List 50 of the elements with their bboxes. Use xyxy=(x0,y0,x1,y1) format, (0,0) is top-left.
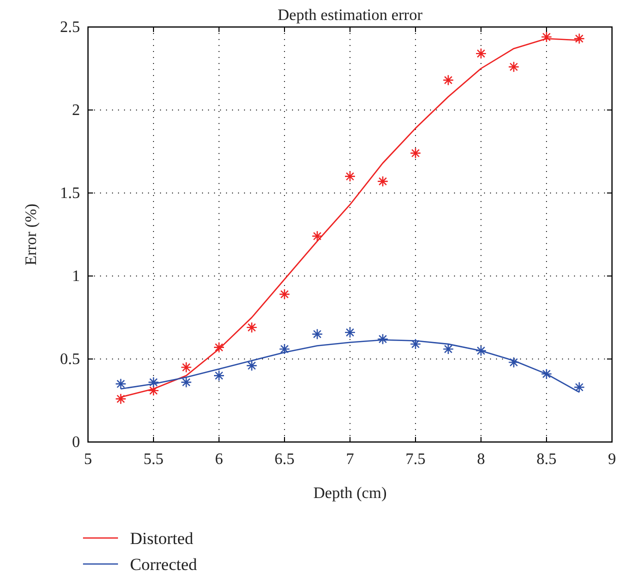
y-tick-label: 1 xyxy=(72,268,80,285)
point xyxy=(312,328,323,340)
point xyxy=(180,376,192,388)
point xyxy=(540,368,552,380)
x-tick-label: 9 xyxy=(608,451,616,468)
point xyxy=(180,362,192,373)
point xyxy=(344,326,356,338)
y-axis-title: Error (%) xyxy=(23,204,40,266)
point xyxy=(508,356,520,368)
point xyxy=(442,74,454,86)
point xyxy=(475,345,487,356)
point xyxy=(115,378,126,390)
point xyxy=(278,288,290,300)
point xyxy=(148,384,160,396)
point xyxy=(115,393,126,404)
x-tick-label: 8.5 xyxy=(536,451,556,468)
point xyxy=(377,333,388,345)
y-tick-label: 2.5 xyxy=(60,19,80,36)
point xyxy=(410,148,422,159)
point xyxy=(278,343,290,355)
x-tick-label: 5 xyxy=(84,451,92,468)
point xyxy=(540,31,552,43)
point xyxy=(410,338,422,350)
x-tick-label: 5.5 xyxy=(144,451,164,468)
y-tick-label: 1.5 xyxy=(60,185,80,202)
point xyxy=(377,176,388,187)
y-tick-label: 0.5 xyxy=(60,351,80,368)
point xyxy=(344,170,356,182)
point xyxy=(475,48,487,60)
x-tick-label: 7 xyxy=(346,451,354,468)
point xyxy=(246,360,258,372)
y-tick-label: 2 xyxy=(72,102,80,119)
x-tick-label: 6.5 xyxy=(274,451,294,468)
point xyxy=(213,370,225,382)
point xyxy=(213,342,225,353)
point xyxy=(148,376,160,388)
point xyxy=(574,382,585,393)
x-axis-title: Depth (cm) xyxy=(313,485,387,502)
point xyxy=(246,322,258,334)
x-tick-label: 6 xyxy=(215,451,223,468)
legend-label: Distorted xyxy=(130,529,194,548)
x-tick-label: 8 xyxy=(477,451,485,468)
point xyxy=(442,343,454,355)
chart-title: Depth estimation error xyxy=(278,7,424,24)
point xyxy=(574,33,585,44)
point xyxy=(508,61,520,72)
y-tick-label: 0 xyxy=(72,434,80,451)
legend-label: Corrected xyxy=(130,555,198,574)
point xyxy=(312,230,323,242)
x-tick-label: 7.5 xyxy=(406,451,426,468)
